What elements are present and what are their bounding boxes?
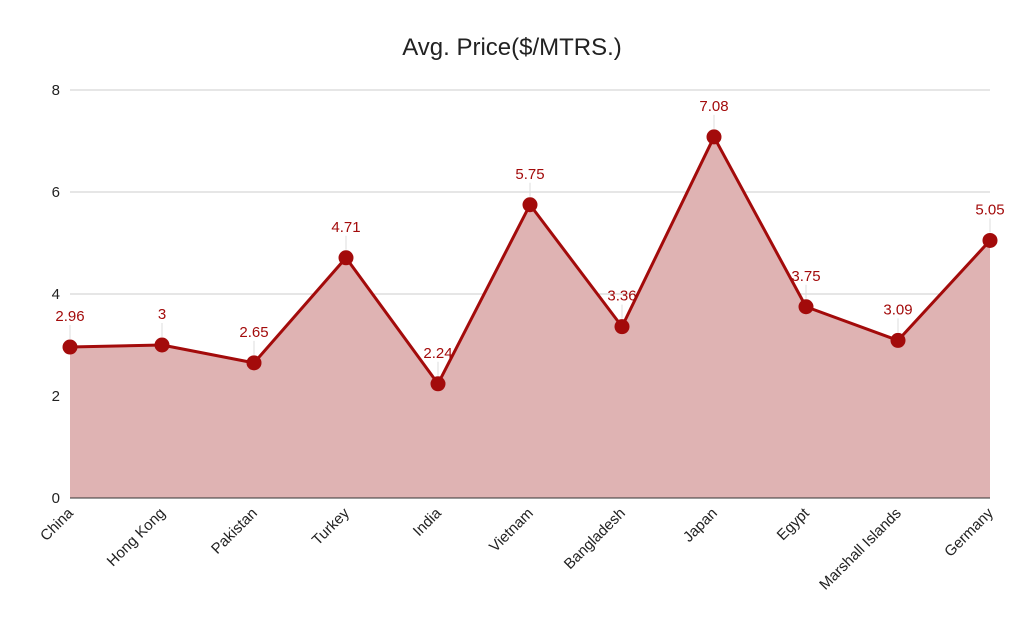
data-label: 3.75: [791, 268, 820, 285]
data-label: 2.24: [423, 345, 452, 362]
x-tick-label: China: [37, 504, 77, 544]
data-point-egypt[interactable]: [798, 299, 814, 315]
data-point-hong-kong[interactable]: [154, 337, 170, 353]
data-point-vietnam[interactable]: [522, 197, 538, 213]
data-label: 3.09: [883, 301, 912, 318]
data-point-bangladesh[interactable]: [614, 319, 630, 335]
x-tick-label: Vietnam: [486, 505, 537, 556]
x-tick-label: Bangladesh: [561, 505, 629, 573]
data-labels: 2.96 3 2.65 4.71 2.24 5.75 3.36 7.08 3.75 3.09 5.0…: [55, 98, 1005, 376]
x-tick-label: Hong Kong: [104, 505, 169, 570]
area-fill-layer: [70, 136, 990, 499]
data-label: 3: [158, 306, 166, 323]
data-label: 7.08: [699, 98, 728, 115]
data-point-china[interactable]: [62, 339, 78, 355]
y-tick-label: 2: [52, 388, 60, 405]
area-fill: [70, 136, 990, 499]
data-label: 3.36: [607, 288, 636, 305]
data-point-japan[interactable]: [706, 129, 722, 145]
data-point-germany[interactable]: [982, 232, 998, 248]
data-label: 5.75: [515, 166, 544, 183]
data-point-pakistan[interactable]: [246, 355, 262, 371]
x-tick-label: India: [410, 504, 445, 539]
data-label: 2.96: [55, 308, 84, 325]
y-tick-label: 6: [52, 184, 60, 201]
data-label: 4.71: [331, 219, 360, 236]
x-tick-label: Germany: [941, 504, 997, 560]
x-tick-label: Pakistan: [208, 505, 261, 558]
data-label: 5.05: [975, 201, 1004, 218]
y-axis-ticks: 0 2 4 6 8: [52, 82, 60, 507]
data-label: 2.65: [239, 324, 268, 341]
x-tick-label: Marshall Islands: [816, 505, 905, 594]
data-point-india[interactable]: [430, 376, 446, 392]
data-point-marshall-islands[interactable]: [890, 332, 906, 348]
data-points: [62, 129, 998, 392]
y-tick-label: 0: [52, 490, 60, 507]
y-tick-label: 4: [52, 286, 60, 303]
y-tick-label: 8: [52, 82, 60, 99]
x-tick-label: Turkey: [309, 504, 353, 548]
chart-title: Avg. Price($/MTRS.): [402, 34, 622, 61]
data-point-turkey[interactable]: [338, 250, 354, 266]
x-axis-ticks: China Hong Kong Pakistan Turkey India Vietnam…: [37, 504, 997, 593]
x-tick-label: Japan: [680, 505, 721, 546]
x-tick-label: Egypt: [774, 504, 814, 544]
